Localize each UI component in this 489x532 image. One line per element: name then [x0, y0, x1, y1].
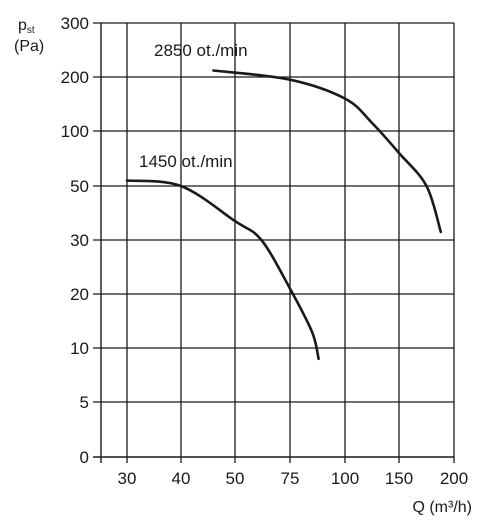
series-label-1450: 1450 ot./min: [139, 152, 233, 171]
x-tick-label: 40: [172, 469, 191, 488]
y-tick-label: 100: [61, 122, 89, 141]
y-tick-label: 20: [70, 285, 89, 304]
x-tick-label: 150: [385, 469, 413, 488]
series-label-2850: 2850 ot./min: [154, 41, 248, 60]
series-line-0: [212, 69, 443, 234]
x-tick-label: 75: [281, 469, 300, 488]
curves: [125, 69, 443, 361]
x-axis-label: Q (m³/h): [412, 499, 472, 516]
x-tick-label: 30: [118, 469, 137, 488]
y-tick-label: 300: [61, 14, 89, 33]
y-axis-unit: (Pa): [14, 38, 44, 55]
y-tick-label: 200: [61, 68, 89, 87]
x-tick-label: 100: [331, 469, 359, 488]
y-axis-symbol: pst: [18, 17, 35, 36]
x-tick-label: 50: [226, 469, 245, 488]
y-tick-label: 0: [80, 448, 89, 467]
y-tick-label: 10: [70, 339, 89, 358]
series-line-1: [125, 179, 320, 361]
y-axis-subscript: st: [27, 25, 35, 36]
x-tick-label: 200: [440, 469, 468, 488]
y-tick-label: 30: [70, 231, 89, 250]
y-tick-label: 50: [70, 177, 89, 196]
grid: [93, 22, 455, 463]
y-tick-labels: 0 5 10 20 30 50 100 200 300: [61, 14, 89, 467]
x-tick-labels: 30 40 50 75 100 150 200: [118, 469, 469, 488]
y-tick-label: 5: [80, 393, 89, 412]
